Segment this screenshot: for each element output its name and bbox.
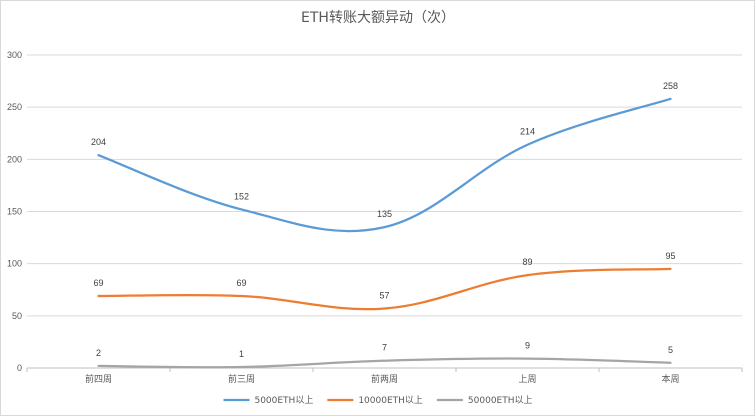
x-tick-label: 前两周 bbox=[371, 373, 398, 384]
axes: 0 50 100 150 200 250 300 前四周 前三周 前两周 上周 本周 bbox=[7, 50, 743, 384]
data-label: 1 bbox=[239, 349, 244, 359]
legend-label: 5000ETH以上 bbox=[254, 395, 313, 406]
gridlines bbox=[27, 54, 742, 317]
legend-label: 50000ETH以上 bbox=[468, 395, 533, 406]
x-tick-label: 本周 bbox=[661, 373, 679, 384]
data-label: 57 bbox=[379, 291, 389, 301]
legend-label: 10000ETH以上 bbox=[358, 395, 423, 406]
data-label: 2 bbox=[96, 348, 101, 358]
y-tick-label: 50 bbox=[12, 311, 22, 321]
y-tick-label: 200 bbox=[7, 154, 22, 164]
x-tick-label: 前三周 bbox=[228, 373, 255, 384]
y-tick-label: 250 bbox=[7, 102, 22, 112]
chart-title: ETH转账大额异动（次） bbox=[301, 10, 455, 26]
data-label: 5 bbox=[668, 345, 673, 355]
y-tick-label: 0 bbox=[17, 363, 22, 373]
x-tick-label: 上周 bbox=[518, 374, 536, 384]
data-label: 69 bbox=[93, 278, 103, 288]
data-label: 7 bbox=[382, 343, 387, 353]
data-label: 204 bbox=[91, 137, 106, 147]
series-line-2 bbox=[97, 357, 672, 369]
legend-item-0[interactable]: 5000ETH以上 bbox=[223, 395, 313, 406]
x-tick-label: 前四周 bbox=[85, 373, 112, 384]
series-line-1 bbox=[97, 267, 672, 311]
y-tick-label: 300 bbox=[7, 50, 22, 60]
data-label: 9 bbox=[525, 341, 530, 351]
series-lines bbox=[97, 97, 672, 369]
data-label: 95 bbox=[665, 251, 675, 261]
y-tick-label: 100 bbox=[7, 259, 22, 269]
y-tick-label: 150 bbox=[7, 207, 22, 217]
legend-item-1[interactable]: 10000ETH以上 bbox=[327, 395, 423, 406]
legend: 5000ETH以上 10000ETH以上 50000ETH以上 bbox=[223, 395, 533, 406]
data-label: 69 bbox=[236, 278, 246, 288]
data-label: 135 bbox=[377, 209, 392, 219]
data-label: 214 bbox=[520, 127, 535, 137]
series-line-0 bbox=[97, 97, 672, 233]
data-label: 152 bbox=[234, 191, 249, 201]
data-label: 89 bbox=[522, 257, 532, 267]
legend-item-2[interactable]: 50000ETH以上 bbox=[436, 395, 533, 406]
data-label: 258 bbox=[663, 81, 678, 91]
